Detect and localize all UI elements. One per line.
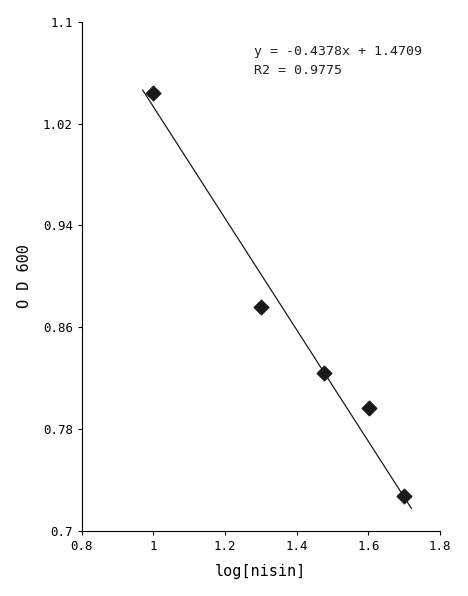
Point <box>321 368 328 378</box>
Point <box>150 88 157 98</box>
Y-axis label: O D 600: O D 600 <box>17 244 32 308</box>
Point <box>366 403 373 412</box>
Point <box>400 491 408 500</box>
Text: y = -0.4378x + 1.4709
R2 = 0.9775: y = -0.4378x + 1.4709 R2 = 0.9775 <box>254 45 422 77</box>
Point <box>257 302 265 312</box>
X-axis label: log[nisin]: log[nisin] <box>215 564 307 579</box>
